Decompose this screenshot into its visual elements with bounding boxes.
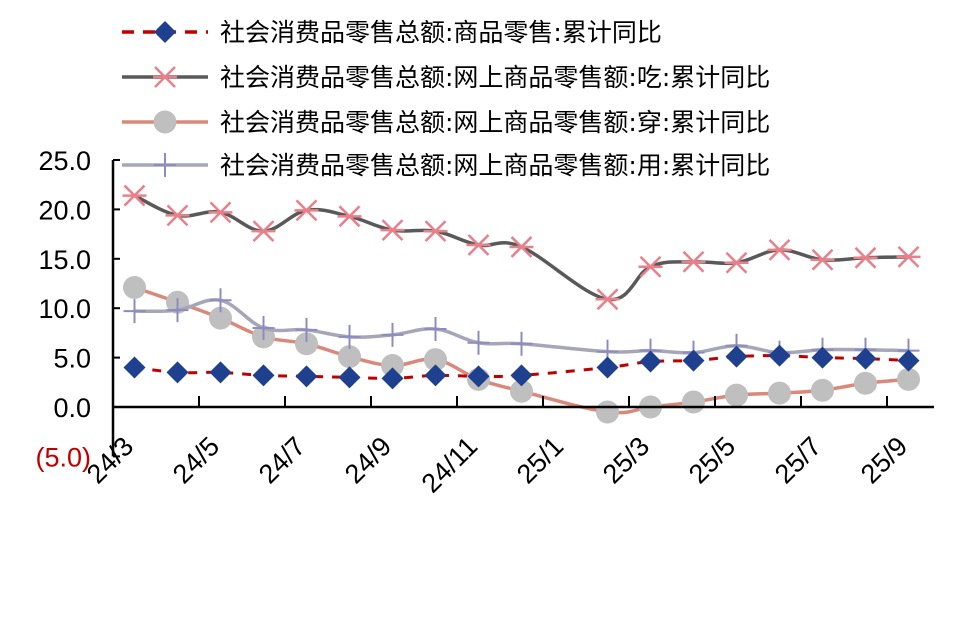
data-point-plus (510, 331, 533, 356)
data-point-plus (338, 324, 361, 349)
y-tick-label: 15.0 (38, 245, 91, 275)
data-point-diamond (166, 361, 189, 384)
data-point-diamond (154, 21, 176, 43)
legend-item-1: 社会消费品零售总额:商品零售:累计同比 (122, 18, 662, 47)
data-point-circle (123, 275, 146, 299)
data-point-diamond (381, 367, 404, 390)
data-point-plus (467, 330, 490, 355)
data-point-diamond (510, 364, 533, 387)
series-3 (123, 275, 920, 424)
data-point-circle (768, 381, 791, 405)
data-point-circle (854, 371, 877, 395)
y-tick-label: 5.0 (53, 344, 91, 374)
x-tick-label: 25/7 (769, 431, 827, 489)
x-tick-label: 25/5 (683, 431, 741, 489)
legend-item-2: 社会消费品零售总额:网上商品零售额:吃:累计同比 (122, 63, 770, 92)
data-point-circle (209, 306, 232, 330)
data-point-circle (381, 354, 404, 378)
data-point-circle (682, 390, 705, 414)
data-point-diamond (897, 349, 920, 372)
data-point-circle (295, 332, 318, 356)
data-point-asterisk (767, 239, 792, 261)
series-layer (122, 184, 921, 424)
series-2 (122, 184, 921, 311)
data-point-asterisk (122, 184, 147, 207)
y-tick-label: 20.0 (38, 195, 91, 225)
data-point-plus (209, 288, 232, 313)
data-point-asterisk (638, 255, 663, 278)
data-point-diamond (252, 364, 275, 387)
data-point-asterisk (380, 219, 405, 242)
data-point-diamond (424, 364, 447, 387)
data-point-asterisk (294, 199, 319, 222)
series-1 (123, 344, 920, 390)
data-point-asterisk (509, 236, 534, 258)
data-point-asterisk (466, 234, 491, 256)
data-point-circle (424, 348, 447, 372)
data-point-asterisk (810, 248, 835, 271)
data-point-diamond (854, 347, 877, 370)
data-point-diamond (768, 344, 791, 367)
data-point-diamond (725, 345, 748, 368)
data-point-asterisk (153, 66, 177, 88)
data-point-plus (123, 299, 146, 324)
x-tick-label: 25/3 (597, 431, 655, 489)
data-point-plus (295, 317, 318, 342)
data-point-asterisk (337, 205, 362, 228)
legend-label: 社会消费品零售总额:商品零售:累计同比 (220, 18, 662, 47)
x-tick-label: 24/3 (81, 431, 139, 489)
data-point-asterisk (681, 250, 706, 273)
legend-item-4: 社会消费品零售总额:网上商品零售额:用:累计同比 (122, 151, 770, 180)
data-point-diamond (682, 349, 705, 372)
data-point-circle (897, 367, 920, 391)
y-tick-label: 25.0 (38, 146, 91, 176)
legend: 社会消费品零售总额:商品零售:累计同比社会消费品零售总额:网上商品零售额:吃:累… (122, 18, 770, 180)
data-point-plus (424, 316, 447, 341)
data-point-asterisk (251, 220, 276, 243)
data-point-plus (154, 153, 176, 177)
data-point-asterisk (896, 245, 921, 268)
data-point-asterisk (853, 246, 878, 269)
data-point-diamond (467, 365, 490, 388)
data-point-asterisk (208, 201, 233, 224)
legend-item-3: 社会消费品零售总额:网上商品零售额:穿:累计同比 (122, 108, 770, 137)
data-point-plus (252, 315, 275, 340)
data-point-plus (381, 322, 404, 347)
data-point-plus (166, 298, 189, 323)
data-point-circle (510, 379, 533, 403)
legend-label: 社会消费品零售总额:网上商品零售额:用:累计同比 (220, 151, 770, 180)
data-point-circle (596, 400, 619, 424)
data-point-diamond (209, 361, 232, 384)
y-tick-label: (5.0) (35, 442, 91, 472)
data-point-diamond (596, 356, 619, 379)
x-tick-label: 25/1 (511, 431, 569, 489)
y-tick-label: 10.0 (38, 294, 91, 324)
data-point-asterisk (165, 204, 190, 227)
legend-label: 社会消费品零售总额:网上商品零售额:穿:累计同比 (220, 108, 770, 137)
data-point-diamond (123, 356, 146, 379)
series-4 (123, 288, 920, 365)
x-tick-label: 25/9 (855, 431, 913, 489)
x-tick-label: 24/7 (253, 431, 311, 489)
data-point-diamond (811, 346, 834, 369)
data-point-asterisk (423, 220, 448, 243)
legend-label: 社会消费品零售总额:网上商品零售额:吃:累计同比 (220, 63, 770, 92)
data-point-circle (153, 110, 177, 134)
data-point-circle (725, 383, 748, 407)
x-tick-label: 24/5 (167, 431, 225, 489)
data-point-circle (811, 378, 834, 402)
axes: (5.0) 0.0 5.0 10.0 15.0 20.0 25.0 24/3 24/5 24/7 2… (35, 146, 934, 499)
x-tick-label: 24/9 (339, 431, 397, 489)
data-point-circle (338, 345, 361, 369)
x-tick-label: 24/11 (416, 431, 484, 499)
data-point-diamond (338, 366, 361, 389)
data-point-diamond (639, 350, 662, 373)
data-point-asterisk (595, 288, 620, 311)
data-point-asterisk (724, 251, 749, 274)
y-tick-label: 0.0 (53, 393, 91, 423)
data-point-diamond (295, 365, 318, 388)
